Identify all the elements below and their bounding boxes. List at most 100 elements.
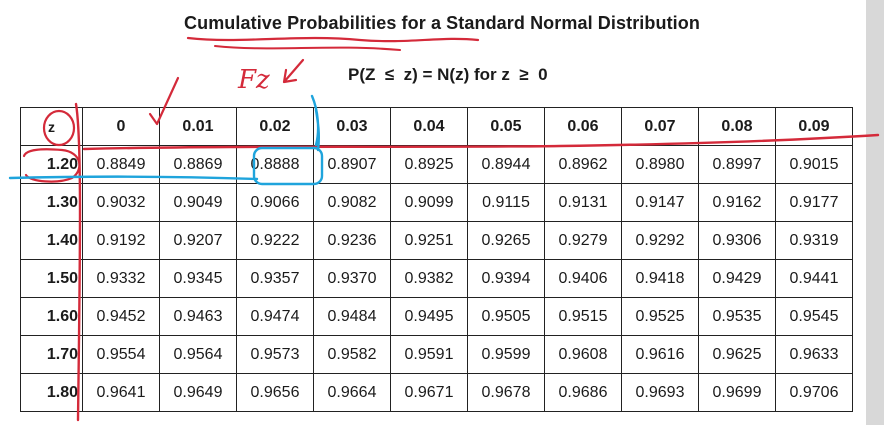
z-value-cell: 1.30 [20, 183, 83, 222]
probability-cell: 0.9015 [775, 145, 853, 184]
column-header: 0.01 [159, 107, 237, 146]
table-row: 1.80 0.9641 0.9649 0.9656 0.9664 0.9671 0.9678… [20, 373, 853, 412]
probability-cell: 0.9686 [544, 373, 622, 412]
probability-cell: 0.9484 [313, 297, 391, 336]
probability-cell: 0.9495 [390, 297, 468, 336]
probability-cell: 0.9699 [698, 373, 776, 412]
probability-cell: 0.9192 [82, 221, 160, 260]
fz-annotation: Fz [237, 65, 270, 95]
probability-cell: 0.9099 [390, 183, 468, 222]
table-row: 1.60 0.9452 0.9463 0.9474 0.9484 0.9495 0.9505… [20, 297, 853, 336]
probability-cell: 0.9641 [82, 373, 160, 412]
probability-cell: 0.8888 [236, 145, 314, 184]
probability-cell: 0.8944 [467, 145, 545, 184]
probability-cell: 0.9066 [236, 183, 314, 222]
probability-cell: 0.9082 [313, 183, 391, 222]
z-value-cell: 1.50 [20, 259, 83, 298]
title-underline-mark [186, 36, 480, 43]
table-row: 1.50 0.9332 0.9345 0.9357 0.9370 0.9382 0.9394… [20, 259, 853, 298]
probability-cell: 0.9406 [544, 259, 622, 298]
probability-cell: 0.9292 [621, 221, 699, 260]
probability-cell: 0.9418 [621, 259, 699, 298]
probability-cell: 0.9265 [467, 221, 545, 260]
column-header: 0.06 [544, 107, 622, 146]
column-header: 0.05 [467, 107, 545, 146]
probability-cell: 0.9505 [467, 297, 545, 336]
probability-cell: 0.9616 [621, 335, 699, 374]
probability-table: z 0 0.01 0.02 0.03 0.04 0.05 0.06 0.07 0… [20, 107, 853, 412]
probability-cell: 0.9693 [621, 373, 699, 412]
probability-table-container: z 0 0.01 0.02 0.03 0.04 0.05 0.06 0.07 0… [20, 107, 853, 412]
probability-cell: 0.9625 [698, 335, 776, 374]
probability-cell: 0.9678 [467, 373, 545, 412]
probability-cell: 0.9649 [159, 373, 237, 412]
probability-cell: 0.9345 [159, 259, 237, 298]
probability-cell: 0.9608 [544, 335, 622, 374]
header-row: z 0 0.01 0.02 0.03 0.04 0.05 0.06 0.07 0… [20, 107, 853, 146]
probability-cell: 0.9515 [544, 297, 622, 336]
probability-cell: 0.9664 [313, 373, 391, 412]
probability-cell: 0.9382 [390, 259, 468, 298]
probability-cell: 0.9474 [236, 297, 314, 336]
probability-cell: 0.9207 [159, 221, 237, 260]
probability-cell: 0.8925 [390, 145, 468, 184]
probability-cell: 0.8849 [82, 145, 160, 184]
probability-cell: 0.9332 [82, 259, 160, 298]
z-value-cell: 1.70 [20, 335, 83, 374]
probability-cell: 0.9633 [775, 335, 853, 374]
column-header: 0.04 [390, 107, 468, 146]
probability-cell: 0.9441 [775, 259, 853, 298]
probability-cell: 0.9554 [82, 335, 160, 374]
probability-cell: 0.9463 [159, 297, 237, 336]
probability-cell: 0.9564 [159, 335, 237, 374]
probability-cell: 0.9452 [82, 297, 160, 336]
probability-cell: 0.9032 [82, 183, 160, 222]
table-row: 1.70 0.9554 0.9564 0.9573 0.9582 0.9591 0.9599… [20, 335, 853, 374]
fz-arrow-mark [282, 58, 305, 84]
formula-subtitle: P(Z ≤ z) = N(z) for z ≥ 0 [348, 65, 548, 84]
probability-cell: 0.9535 [698, 297, 776, 336]
table-row: 1.30 0.9032 0.9049 0.9066 0.9082 0.9099 0.9115… [20, 183, 853, 222]
probability-cell: 0.9671 [390, 373, 468, 412]
probability-cell: 0.9279 [544, 221, 622, 260]
column-header: 0 [82, 107, 160, 146]
z-value-cell: 1.60 [20, 297, 83, 336]
probability-cell: 0.9131 [544, 183, 622, 222]
probability-cell: 0.9706 [775, 373, 853, 412]
page-title: Cumulative Probabilities for a Standard … [184, 13, 700, 33]
z-value-cell: 1.80 [20, 373, 83, 412]
probability-cell: 0.9162 [698, 183, 776, 222]
probability-cell: 0.8997 [698, 145, 776, 184]
z-value-cell: 1.20 [20, 145, 83, 184]
probability-cell: 0.8980 [621, 145, 699, 184]
column-header: 0.07 [621, 107, 699, 146]
probability-cell: 0.9582 [313, 335, 391, 374]
probability-cell: 0.9573 [236, 335, 314, 374]
probability-cell: 0.9370 [313, 259, 391, 298]
probability-cell: 0.8869 [159, 145, 237, 184]
probability-cell: 0.9177 [775, 183, 853, 222]
column-header: 0.02 [236, 107, 314, 146]
column-header: 0.08 [698, 107, 776, 146]
right-edge-strip [866, 0, 884, 425]
probability-cell: 0.9236 [313, 221, 391, 260]
z-column-header: z [20, 107, 83, 146]
probability-cell: 0.9591 [390, 335, 468, 374]
probability-cell: 0.9525 [621, 297, 699, 336]
probability-cell: 0.9357 [236, 259, 314, 298]
probability-cell: 0.9306 [698, 221, 776, 260]
probability-cell: 0.9429 [698, 259, 776, 298]
probability-cell: 0.9049 [159, 183, 237, 222]
probability-cell: 0.9222 [236, 221, 314, 260]
probability-cell: 0.8962 [544, 145, 622, 184]
table-row: 1.20 0.8849 0.8869 0.8888 0.8907 0.8925 0.8944… [20, 145, 853, 184]
probability-cell: 0.9656 [236, 373, 314, 412]
probability-cell: 0.8907 [313, 145, 391, 184]
table-body: 1.20 0.8849 0.8869 0.8888 0.8907 0.8925 0.8944… [20, 145, 853, 412]
probability-cell: 0.9147 [621, 183, 699, 222]
probability-cell: 0.9251 [390, 221, 468, 260]
probability-cell: 0.9545 [775, 297, 853, 336]
table-row: 1.40 0.9192 0.9207 0.9222 0.9236 0.9251 0.9265… [20, 221, 853, 260]
probability-cell: 0.9319 [775, 221, 853, 260]
column-header: 0.03 [313, 107, 391, 146]
